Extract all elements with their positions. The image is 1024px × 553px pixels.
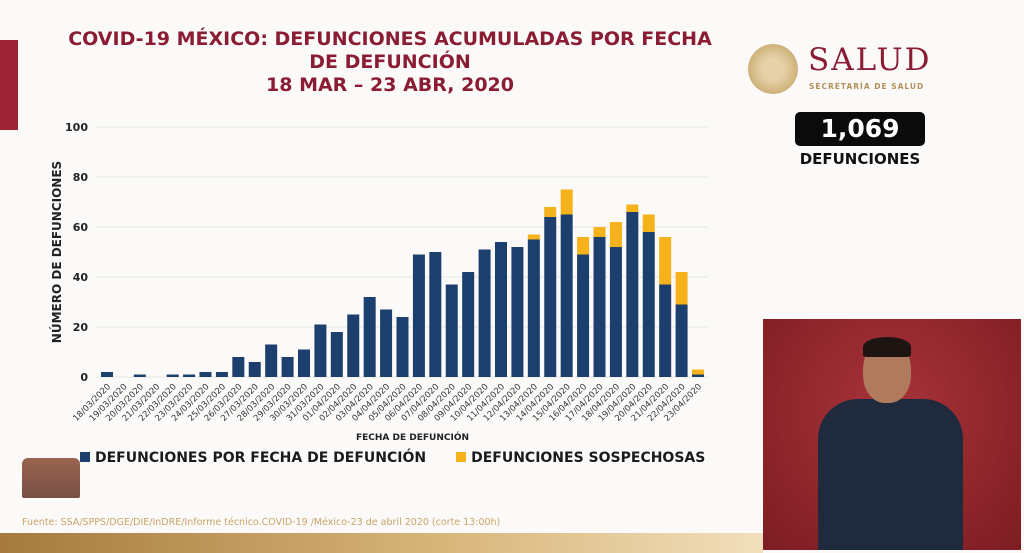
source-note: Fuente: SSA/SPPS/DGE/DIE/InDRE/Informe t…: [22, 517, 501, 528]
bar-confirmed: [215, 372, 228, 377]
bar-confirmed: [445, 284, 458, 377]
bar-confirmed: [626, 212, 639, 377]
bar-confirmed: [659, 284, 672, 377]
bar-confirmed: [511, 247, 524, 377]
chart-title: COVID-19 MÉXICO: DEFUNCIONES ACUMULADAS …: [20, 28, 760, 97]
bar-suspected: [642, 214, 655, 232]
bar-confirmed: [396, 317, 409, 377]
bar-confirmed: [478, 249, 491, 377]
bar-confirmed: [609, 247, 622, 377]
title-line-2: DE DEFUNCIÓN: [309, 51, 471, 73]
brand-name: SALUD: [808, 42, 932, 78]
title-line-3: 18 MAR – 23 ABR, 2020: [266, 74, 514, 96]
bar-confirmed: [675, 304, 688, 377]
bar-suspected: [675, 272, 688, 305]
y-tick-label: 40: [73, 271, 89, 284]
bar-suspected: [659, 237, 672, 285]
salud-logo: SALUD SECRETARÍA DE SALUD: [748, 42, 948, 102]
y-tick-label: 20: [73, 321, 89, 334]
bar-confirmed: [462, 272, 475, 377]
bar-suspected: [527, 234, 540, 240]
bar-confirmed: [183, 374, 196, 377]
bar-confirmed: [199, 372, 212, 377]
bar-confirmed: [412, 254, 425, 377]
brand-subtitle: SECRETARÍA DE SALUD: [809, 82, 925, 91]
bar-suspected: [593, 227, 606, 237]
bar-confirmed: [166, 374, 179, 377]
legend: DEFUNCIONES POR FECHA DE DEFUNCIÓN DEFUN…: [80, 450, 705, 466]
x-axis-title: FECHA DE DEFUNCIÓN: [356, 433, 470, 443]
footer-band: [0, 533, 763, 553]
bar-confirmed: [380, 309, 393, 377]
legend-label: DEFUNCIONES SOSPECHOSAS: [471, 450, 706, 466]
legend-swatch: [80, 452, 90, 462]
bar-confirmed: [298, 349, 310, 377]
accent-bar: [0, 40, 18, 130]
legend-label: DEFUNCIONES POR FECHA DE DEFUNCIÓN: [95, 450, 427, 466]
bar-confirmed: [577, 254, 590, 377]
bar-suspected: [609, 222, 622, 247]
interpreter-body: [818, 399, 963, 550]
y-tick-label: 60: [73, 221, 89, 234]
legend-swatch: [456, 452, 467, 462]
bar-confirmed: [560, 214, 573, 377]
bar-suspected: [544, 207, 557, 217]
bar-confirmed: [265, 344, 278, 377]
bar-confirmed: [133, 374, 146, 377]
bar-confirmed: [248, 362, 261, 377]
total-deaths-label: DEFUNCIONES: [799, 150, 921, 168]
bar-suspected: [577, 237, 590, 255]
bar-confirmed: [330, 332, 343, 377]
legend-confirmed: DEFUNCIONES POR FECHA DE DEFUNCIÓN: [80, 450, 426, 466]
bar-confirmed: [281, 357, 294, 377]
bar-confirmed: [347, 314, 360, 377]
bar-confirmed: [232, 357, 245, 377]
legend-suspected: DEFUNCIONES SOSPECHOSAS: [456, 450, 705, 466]
bar-confirmed: [642, 232, 655, 377]
bar-confirmed: [101, 372, 113, 377]
bar-suspected: [560, 189, 573, 215]
y-tick-label: 0: [80, 371, 88, 384]
bar-confirmed: [593, 237, 606, 377]
y-axis-title: NÚMERO DE DEFUNCIONES: [49, 161, 64, 343]
bar-confirmed: [495, 242, 507, 377]
total-deaths-value: 1,069: [795, 112, 925, 146]
title-line-1: COVID-19 MÉXICO: DEFUNCIONES ACUMULADAS …: [68, 28, 712, 50]
y-tick-label: 100: [65, 121, 88, 134]
bar-confirmed: [429, 252, 442, 377]
y-tick-label: 80: [73, 171, 89, 184]
bar-suspected: [692, 369, 704, 375]
bar-confirmed: [692, 374, 704, 377]
bar-confirmed: [314, 324, 327, 377]
heroes-emblem-icon: [22, 458, 80, 498]
bar-confirmed: [363, 297, 376, 377]
bar-confirmed: [544, 217, 557, 377]
interpreter-hair: [863, 337, 911, 357]
sign-language-interpreter-video: [763, 319, 1021, 550]
bar-confirmed: [527, 239, 540, 377]
bar-suspected: [626, 204, 639, 212]
national-seal-icon: [748, 44, 798, 94]
